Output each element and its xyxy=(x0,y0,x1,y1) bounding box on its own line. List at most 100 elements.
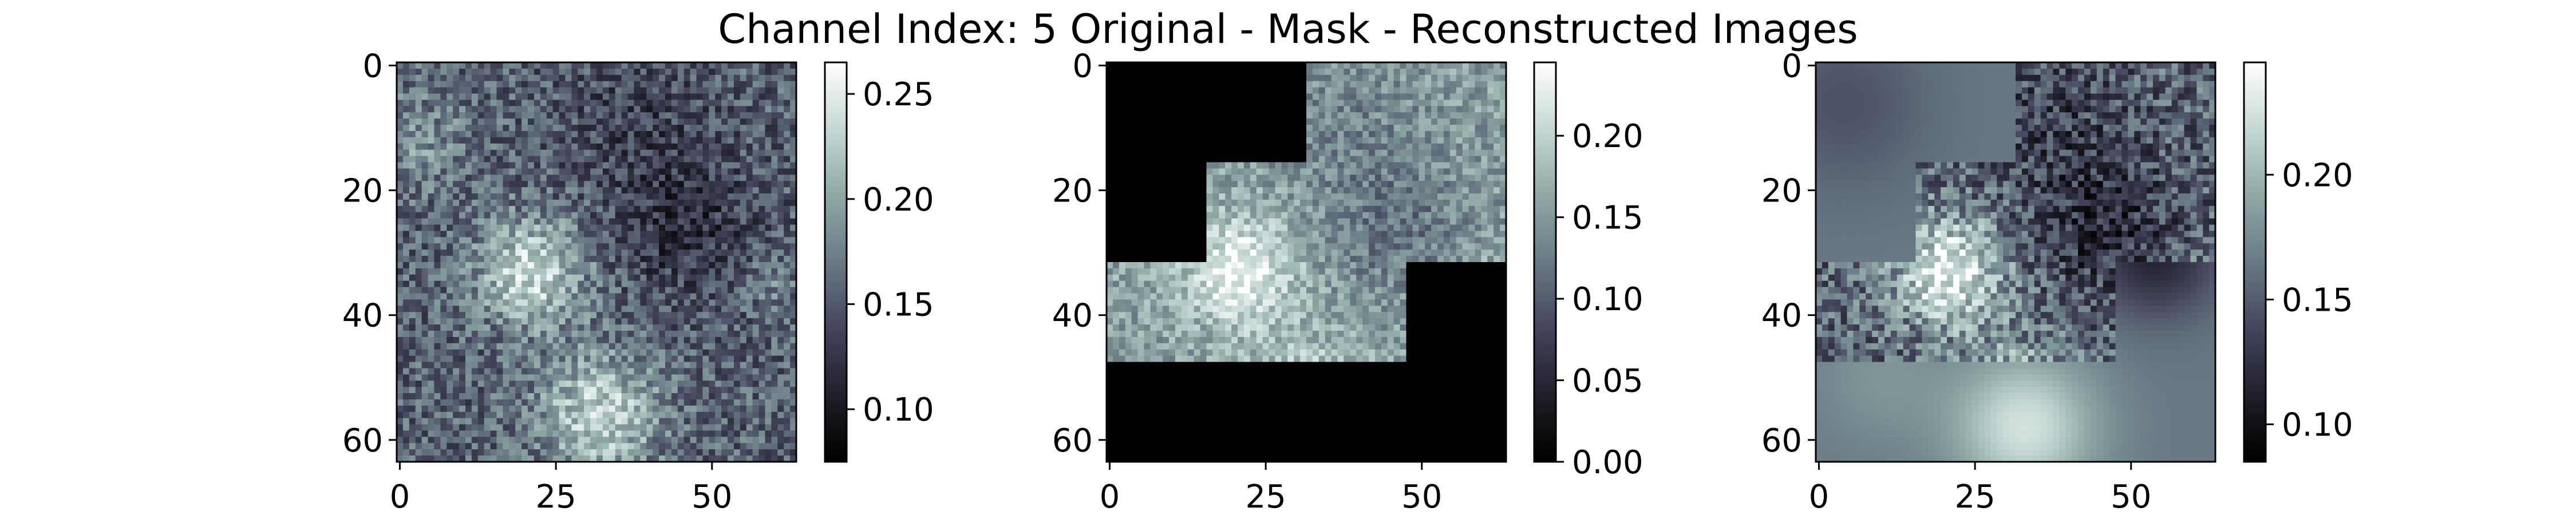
y-tick-label: 40 xyxy=(342,298,383,335)
heatmap-cell xyxy=(496,162,504,169)
heatmap-cell xyxy=(534,262,541,269)
heatmap-cell xyxy=(453,280,460,288)
heatmap-cell xyxy=(409,68,416,76)
heatmap-cell xyxy=(402,175,410,181)
heatmap-cell xyxy=(665,381,672,387)
heatmap-cell xyxy=(1156,93,1163,101)
heatmap-cell xyxy=(509,181,516,188)
heatmap-cell xyxy=(709,156,716,163)
heatmap-cell xyxy=(1107,93,1113,101)
heatmap-cell xyxy=(715,87,722,94)
heatmap-cell xyxy=(471,299,479,306)
heatmap-cell xyxy=(415,306,422,312)
heatmap-cell xyxy=(528,137,535,144)
heatmap-cell xyxy=(546,168,554,175)
heatmap-cell xyxy=(615,355,622,363)
heatmap-cell xyxy=(746,280,753,288)
heatmap-cell xyxy=(503,149,509,157)
heatmap-cell xyxy=(1250,68,1257,76)
heatmap-cell xyxy=(746,355,753,363)
heatmap-cell xyxy=(440,162,447,169)
heatmap-cell xyxy=(1412,118,1419,125)
heatmap-cell xyxy=(521,287,528,294)
heatmap-cell xyxy=(509,100,516,106)
heatmap-cell xyxy=(397,243,404,250)
heatmap-cell xyxy=(428,455,435,462)
heatmap-cell xyxy=(1281,118,1288,125)
heatmap-cell xyxy=(1231,100,1238,106)
heatmap-cell xyxy=(409,411,416,419)
heatmap-cell xyxy=(559,100,566,106)
heatmap-cell xyxy=(702,349,709,356)
heatmap-cell xyxy=(646,118,653,125)
heatmap-cell xyxy=(471,156,479,163)
heatmap-cell xyxy=(1125,100,1132,106)
heatmap-cell xyxy=(540,280,547,288)
heatmap-cell xyxy=(596,324,603,331)
heatmap-cell xyxy=(415,424,422,431)
heatmap-cell xyxy=(440,237,447,244)
heatmap-cell xyxy=(746,262,753,269)
heatmap-cell xyxy=(1400,125,1407,132)
heatmap-cell xyxy=(1206,118,1214,125)
heatmap-cell xyxy=(1107,68,1113,76)
heatmap-cell xyxy=(1400,93,1407,101)
heatmap-cell xyxy=(428,299,435,306)
heatmap-cell xyxy=(646,399,653,406)
heatmap-cell xyxy=(715,424,722,431)
heatmap-cell xyxy=(740,231,747,237)
heatmap-cell xyxy=(477,112,485,119)
heatmap-cell xyxy=(709,205,716,213)
heatmap-cell xyxy=(1144,106,1151,113)
heatmap-cell xyxy=(1456,100,1463,106)
heatmap-cell xyxy=(521,274,528,282)
heatmap-cell xyxy=(459,405,466,413)
heatmap-cell xyxy=(602,293,610,300)
heatmap-cell xyxy=(559,130,566,138)
heatmap-cell xyxy=(784,262,791,269)
heatmap-cell xyxy=(771,399,778,406)
heatmap-cell xyxy=(515,449,522,456)
heatmap-cell xyxy=(596,212,603,219)
heatmap-cell xyxy=(578,336,584,344)
heatmap-cell xyxy=(709,393,716,400)
heatmap-cell xyxy=(621,81,629,88)
heatmap-cell xyxy=(765,274,772,282)
heatmap-cell xyxy=(477,68,485,76)
heatmap-cell xyxy=(777,280,784,288)
heatmap-cell xyxy=(578,175,584,181)
heatmap-cell xyxy=(640,224,647,232)
heatmap-cell xyxy=(665,324,672,331)
heatmap-cell xyxy=(671,262,678,269)
colorbar-segment xyxy=(825,248,847,253)
heatmap-cell xyxy=(609,74,616,82)
heatmap-cell xyxy=(653,411,659,419)
heatmap-cell xyxy=(609,249,616,256)
heatmap-cell xyxy=(752,330,760,338)
heatmap-cell xyxy=(484,249,491,256)
heatmap-cell xyxy=(578,143,584,150)
heatmap-cell xyxy=(1437,62,1444,69)
heatmap-cell xyxy=(559,193,566,200)
heatmap-cell xyxy=(1387,118,1394,125)
heatmap-cell xyxy=(1437,87,1444,94)
heatmap-cell xyxy=(653,68,659,76)
heatmap-cell xyxy=(746,330,753,338)
heatmap-cell xyxy=(621,181,629,188)
heatmap-cell xyxy=(428,381,435,387)
heatmap-cell xyxy=(552,93,560,101)
heatmap-cell xyxy=(546,324,554,331)
heatmap-cell xyxy=(421,125,429,132)
heatmap-cell xyxy=(677,424,685,431)
heatmap-cell xyxy=(1487,112,1494,119)
heatmap-cell xyxy=(721,411,728,419)
heatmap-cell xyxy=(409,249,416,256)
heatmap-cell xyxy=(634,299,641,306)
heatmap-cell xyxy=(702,393,709,400)
heatmap-cell xyxy=(1256,112,1263,119)
heatmap-cell xyxy=(590,362,597,369)
heatmap-cell xyxy=(559,393,566,400)
heatmap-cell xyxy=(397,268,404,275)
heatmap-cell xyxy=(496,156,504,163)
heatmap-cell xyxy=(503,393,509,400)
